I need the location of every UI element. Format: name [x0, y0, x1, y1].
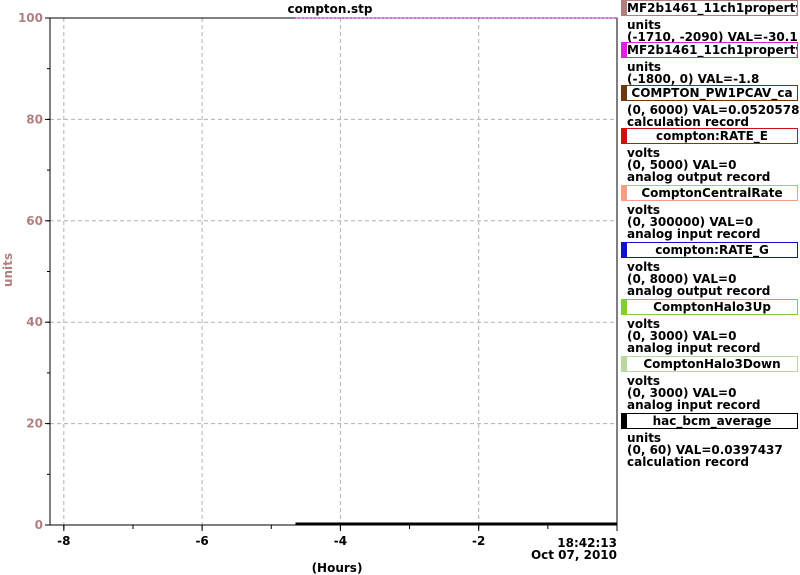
chart-axes	[45, 17, 618, 531]
x-axis-label: (Hours)	[312, 561, 363, 575]
legend-swatch	[621, 242, 627, 258]
y-tick-label: 80	[26, 112, 43, 126]
y-tick-label: 40	[26, 315, 43, 329]
legend-detail: units	[627, 18, 662, 32]
chart-series	[295, 17, 617, 526]
legend-detail: volts	[627, 203, 661, 217]
y-tick-label: 100	[18, 11, 43, 25]
legend-detail: calculation record	[627, 455, 749, 469]
legend-detail: volts	[627, 146, 661, 160]
legend-detail: (0, 5000) VAL=0	[627, 158, 737, 172]
legend-detail: units	[627, 431, 662, 445]
legend-swatch	[621, 356, 627, 372]
x-tick-label: -8	[57, 534, 70, 548]
legend-detail: (0, 60) VAL=0.0397437	[627, 443, 783, 457]
legend-swatch	[621, 413, 627, 429]
legend-detail: (-1710, -2090) VAL=-30.1	[627, 30, 798, 44]
y-tick-label: 60	[26, 214, 43, 228]
legend-name: MF2b1461_11ch1property.E	[627, 42, 798, 58]
legend-swatch	[621, 128, 627, 144]
x-tick-label: -4	[334, 534, 347, 548]
legend-detail: analog input record	[627, 227, 761, 241]
legend-detail: (-1800, 0) VAL=-1.8	[627, 72, 760, 86]
plot-frame	[49, 17, 618, 526]
legend-detail: (0, 8000) VAL=0	[627, 272, 737, 286]
legend-name: hac_bcm_average	[627, 413, 798, 429]
legend-name: ComptonCentralRate	[627, 185, 798, 201]
legend-name: ComptonHalo3Up	[627, 299, 798, 315]
legend-detail: analog input record	[627, 341, 761, 355]
chart-labels: 0 20 40 60 80 100 -8 -6 -4 -2	[18, 11, 485, 548]
x-tick-label: -6	[195, 534, 208, 548]
legend-detail: analog input record	[627, 398, 761, 412]
y-tick-label: 0	[35, 518, 43, 532]
timestamp-time: 18:42:13	[557, 536, 617, 550]
legend-name: COMPTON_PW1PCAV_ca	[627, 85, 798, 101]
legend-swatch	[621, 0, 627, 16]
chart-grid	[50, 18, 617, 525]
legend-swatch	[621, 299, 627, 315]
legend-item: COMPTON_PW1PCAV_ca (0, 6000) VAL=0.052057…	[621, 85, 800, 129]
timestamp-date: Oct 07, 2010	[531, 548, 617, 562]
legend-swatch	[621, 42, 627, 58]
legend-item: ComptonCentralRate volts (0, 300000) VAL=0…	[621, 185, 800, 241]
legend-detail: volts	[627, 260, 661, 274]
legend-detail: (0, 300000) VAL=0	[627, 215, 754, 229]
legend-detail: calculation record	[627, 115, 749, 129]
chart-plot: 0 20 40 60 80 100 -8 -6 -4 -2 compton.stp units (…	[1, 2, 618, 575]
legend-detail: analog output record	[627, 170, 771, 184]
legend-swatch	[621, 185, 627, 201]
legend-detail: units	[627, 60, 662, 74]
legend-detail: (0, 3000) VAL=0	[627, 386, 737, 400]
legend-detail: volts	[627, 374, 661, 388]
legend-detail: analog output record	[627, 284, 771, 298]
legend-name: compton:RATE_G	[627, 242, 798, 258]
legend-name: MF2b1461_11ch1property.F	[627, 0, 798, 16]
legend-item: ComptonHalo3Up volts (0, 3000) VAL=0 analog…	[621, 299, 800, 355]
y-tick-label: 20	[26, 417, 43, 431]
legend-detail: (0, 6000) VAL=0.0520578	[627, 103, 800, 117]
legend-name: compton:RATE_E	[627, 128, 798, 144]
legend-name: ComptonHalo3Down	[627, 356, 798, 372]
x-tick-label: -2	[472, 534, 485, 548]
legend-item: ComptonHalo3Down volts (0, 3000) VAL=0 anal…	[621, 356, 800, 412]
legend-swatch	[621, 85, 627, 101]
chart-title: compton.stp	[287, 2, 372, 16]
legend-detail: (0, 3000) VAL=0	[627, 329, 737, 343]
y-axis-label: units	[1, 253, 15, 287]
legend-detail: volts	[627, 317, 661, 331]
